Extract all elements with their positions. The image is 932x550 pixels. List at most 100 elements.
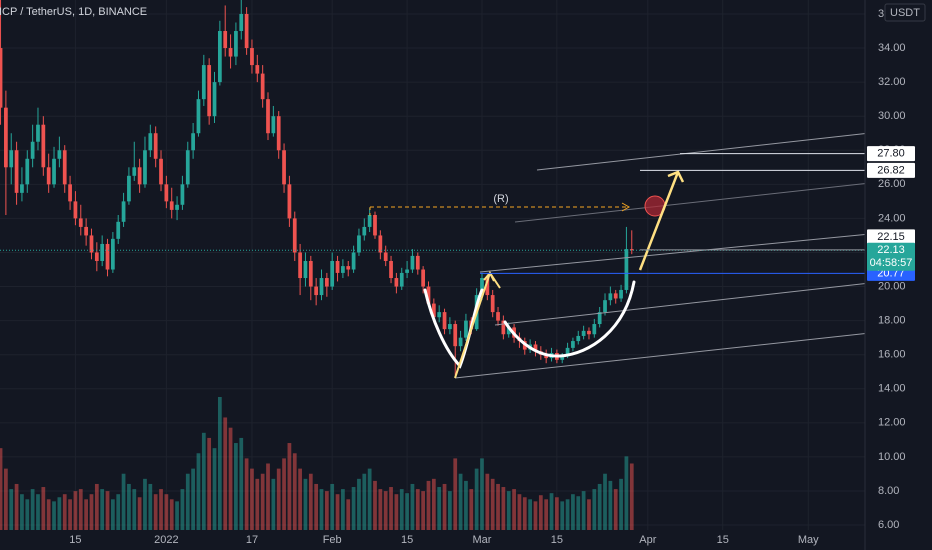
candle-body (421, 269, 426, 287)
volume-bar (378, 489, 383, 530)
volume-bar (4, 468, 8, 530)
candle-body (373, 214, 377, 236)
volume-bar (565, 499, 570, 530)
candle-body (581, 330, 586, 336)
candle-body (490, 295, 495, 313)
volume-bar (389, 487, 393, 530)
y-tick-label: 34.00 (878, 42, 906, 54)
currency-button[interactable] (884, 3, 926, 22)
chart-title: ICP / TetherUS, 1D, BINANCE (0, 6, 147, 18)
volume-bar (41, 487, 46, 530)
x-tick-label: Feb (323, 534, 342, 546)
currency[interactable]: USDT (890, 7, 920, 19)
candle-body (335, 260, 340, 273)
candle-body (399, 272, 404, 287)
volume-bar (9, 489, 14, 530)
volume-bar (597, 483, 602, 530)
level-label: 26.82 (877, 164, 905, 176)
candle-body (169, 201, 174, 210)
candle-body (239, 13, 244, 32)
volume-bar (629, 463, 634, 530)
candle-body (282, 150, 286, 185)
volume-bar (351, 487, 356, 530)
candle-body (533, 344, 538, 352)
volume-bar (282, 458, 286, 530)
arrow (638, 170, 685, 271)
x-tick-label: 15 (551, 534, 563, 546)
volume-bar (116, 494, 121, 530)
x-tick-label: 2022 (154, 534, 178, 546)
levels (0, 153, 865, 274)
y-tick-label: 8.00 (878, 485, 899, 497)
volume-bar (175, 501, 179, 530)
candle-body (271, 116, 276, 134)
volume-bar (250, 468, 254, 530)
candle-body (426, 286, 431, 304)
volume-bar (14, 483, 19, 530)
volume-bar (603, 473, 607, 530)
volume-bar (437, 487, 442, 530)
volume-bar (581, 491, 586, 530)
candle-body (410, 255, 415, 270)
candle-body (132, 167, 137, 176)
candle-body (351, 252, 356, 270)
volume-bar (576, 496, 581, 530)
candle-body (14, 150, 19, 193)
volume-bar (121, 473, 126, 530)
candle-body (159, 158, 163, 185)
volume-bar (180, 489, 185, 530)
candle-body (287, 184, 292, 219)
y-tick-label: 30.00 (878, 110, 906, 122)
candle-body (319, 278, 324, 296)
volume-bar (357, 478, 361, 530)
level-label-box (867, 229, 915, 245)
candle-body (250, 48, 254, 66)
candle-body (501, 320, 506, 335)
volume-bar (239, 437, 244, 530)
y-tick-label: 10.00 (878, 451, 906, 463)
volume-bar (469, 489, 474, 530)
level-label-box (867, 162, 915, 178)
candle-body (405, 269, 409, 273)
volume-bar (143, 478, 147, 530)
candle-body (260, 73, 265, 100)
volume-bar (496, 483, 500, 530)
volume-bar (62, 494, 67, 530)
volume-bar (260, 473, 265, 530)
candle-body (314, 286, 319, 296)
volume-bar (105, 491, 110, 530)
volume-bar (292, 453, 297, 530)
candle-body (180, 184, 185, 205)
candle-body (464, 320, 468, 338)
volume-bar (228, 427, 233, 530)
volume-bar (399, 489, 404, 530)
volume-bar (415, 489, 420, 530)
candle-body (587, 330, 591, 335)
volume-bar (394, 494, 399, 530)
volume-bar (362, 473, 367, 530)
candle-body (448, 324, 452, 330)
volume-bar (431, 478, 436, 530)
last-price-box (867, 242, 915, 271)
volume-bar (36, 494, 40, 530)
candle-body (603, 300, 607, 313)
last-price-label: 22.13 (877, 244, 905, 256)
candle-body (0, 48, 3, 108)
candle-body (89, 235, 94, 253)
volume-bar (127, 483, 131, 530)
volume-bar (153, 494, 158, 530)
candle-body (223, 31, 228, 49)
volume-layer (0, 397, 634, 530)
candle-body (73, 201, 78, 219)
volume-bar (148, 483, 153, 530)
candle-body (68, 184, 72, 202)
volume-bar (159, 489, 163, 530)
x-tick-label: Mar (473, 534, 492, 546)
candle-body (41, 124, 46, 168)
volume-bar (448, 491, 452, 530)
candle-body (496, 312, 500, 321)
candle-body (228, 48, 233, 57)
candle-body (608, 293, 613, 301)
volume-bar (485, 473, 490, 530)
candle-body (576, 335, 581, 342)
